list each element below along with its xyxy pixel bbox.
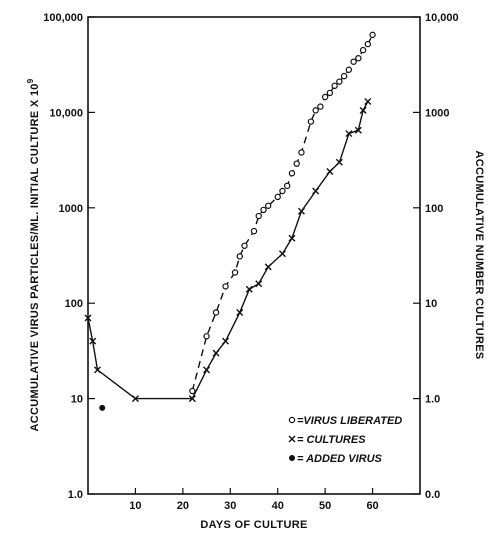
series-layer — [84, 31, 376, 411]
data-point-cultures — [288, 234, 296, 242]
data-point-cultures — [364, 98, 372, 106]
data-point-virus-liberated — [317, 103, 324, 110]
y-right-tick-label: 0.0 — [425, 489, 440, 501]
y-right-tick-label: 1.0 — [425, 394, 440, 406]
data-point-virus-liberated — [293, 160, 300, 167]
data-point-cultures — [264, 263, 272, 271]
y-right-tick-label: 1000 — [425, 107, 449, 119]
data-point-virus-liberated — [307, 118, 315, 125]
plot-frame — [87, 16, 421, 495]
data-point-virus-liberated — [250, 227, 258, 235]
y-left-tick-label: 100 — [65, 298, 83, 310]
series-line-cultures — [87, 101, 369, 400]
data-point-virus-liberated — [189, 387, 196, 395]
data-point-cultures — [131, 395, 139, 403]
y-axis-right-title: ACCUMULATIVE NUMBER CULTURES — [473, 150, 485, 359]
data-point-virus-liberated — [236, 253, 243, 260]
data-point-cultures — [335, 158, 343, 166]
data-point-virus-liberated — [336, 78, 343, 85]
data-point-cultures — [188, 395, 196, 403]
data-point-cultures — [245, 285, 253, 293]
data-point-cultures — [278, 250, 286, 258]
data-point-virus-liberated — [369, 31, 376, 39]
data-point-cultures — [236, 308, 244, 316]
x-tick-label: 60 — [366, 500, 378, 512]
data-point-virus-liberated — [212, 309, 220, 316]
data-point-cultures — [288, 435, 296, 443]
series-line-virus-liberated — [191, 34, 374, 392]
data-point-virus-liberated — [326, 89, 334, 97]
y-left-tick-label: 10 — [71, 394, 83, 406]
data-point-cultures — [212, 349, 220, 357]
data-point-cultures — [345, 130, 353, 138]
data-point-virus-liberated — [359, 46, 367, 54]
x-tick-label: 10 — [129, 500, 141, 512]
data-point-virus-liberated — [364, 40, 372, 48]
data-point-virus-liberated — [241, 242, 248, 249]
y-axis-right: 0.0 1.0 10 100 1000 10,000 — [413, 12, 459, 501]
y-right-tick-label: 10 — [425, 298, 437, 310]
x-axis-title: DAYS OF CULTURE — [200, 519, 307, 531]
data-point-virus-liberated — [312, 107, 319, 114]
y-axis-left-title-exponent: 9 — [26, 78, 35, 83]
data-point-virus-liberated — [288, 416, 296, 424]
data-point-virus-liberated — [321, 93, 329, 101]
legend-label: = ADDED VIRUS — [297, 453, 383, 465]
data-point-virus-liberated — [340, 72, 348, 80]
x-axis: 10 20 30 40 50 60 — [129, 488, 379, 512]
y-left-tick-label: 100,000 — [43, 12, 83, 24]
data-point-virus-liberated — [350, 58, 357, 65]
x-tick-label: 20 — [177, 500, 189, 512]
data-point-virus-liberated — [288, 170, 296, 177]
data-point-cultures — [297, 207, 305, 215]
data-point-cultures — [203, 366, 211, 374]
data-point-virus-liberated — [231, 269, 239, 276]
data-point-virus-liberated — [260, 206, 267, 214]
data-point-virus-liberated — [274, 193, 281, 201]
data-point-cultures — [222, 337, 230, 345]
data-point-cultures — [255, 280, 263, 288]
y-left-tick-label: 10,000 — [49, 107, 83, 119]
data-point-virus-liberated — [284, 182, 291, 190]
data-point-virus-liberated — [279, 187, 286, 195]
x-tick-label: 50 — [319, 500, 331, 512]
data-point-virus-liberated — [203, 333, 210, 340]
data-point-virus-liberated — [265, 202, 272, 209]
legend-label: =VIRUS LIBERATED — [297, 415, 402, 427]
data-point-cultures — [89, 337, 97, 345]
y-axis-left: 1.0 10 100 1000 10,000 100,000 — [43, 12, 95, 501]
legend-label: = CULTURES — [297, 434, 366, 446]
x-tick-label: 40 — [272, 500, 284, 512]
data-point-virus-liberated — [255, 212, 262, 220]
data-point-virus-liberated — [298, 149, 305, 156]
data-point-cultures — [326, 168, 334, 176]
data-point-virus-liberated — [355, 54, 362, 62]
data-point-added-virus — [289, 455, 295, 461]
y-right-tick-label: 10,000 — [425, 12, 459, 24]
y-left-tick-label: 1.0 — [68, 489, 83, 501]
data-point-cultures — [359, 106, 367, 114]
y-axis-left-title-main: ACCUMULATIVE VIRUS PARTICLES/ML. INITIAL… — [29, 83, 41, 431]
x-tick-label: 30 — [224, 500, 236, 512]
data-point-cultures — [312, 187, 320, 195]
data-point-virus-liberated — [222, 283, 229, 290]
y-axis-left-title: ACCUMULATIVE VIRUS PARTICLES/ML. INITIAL… — [26, 78, 41, 431]
data-point-virus-liberated — [331, 82, 338, 90]
data-point-cultures — [354, 126, 362, 134]
legend: =VIRUS LIBERATED = CULTURES = ADDED VIRUS — [288, 415, 402, 465]
y-left-tick-label: 1000 — [59, 203, 83, 215]
data-point-cultures — [84, 314, 92, 322]
data-point-cultures — [93, 366, 101, 374]
y-right-tick-label: 100 — [425, 203, 443, 215]
data-point-added-virus — [99, 404, 106, 411]
data-point-virus-liberated — [345, 66, 353, 73]
